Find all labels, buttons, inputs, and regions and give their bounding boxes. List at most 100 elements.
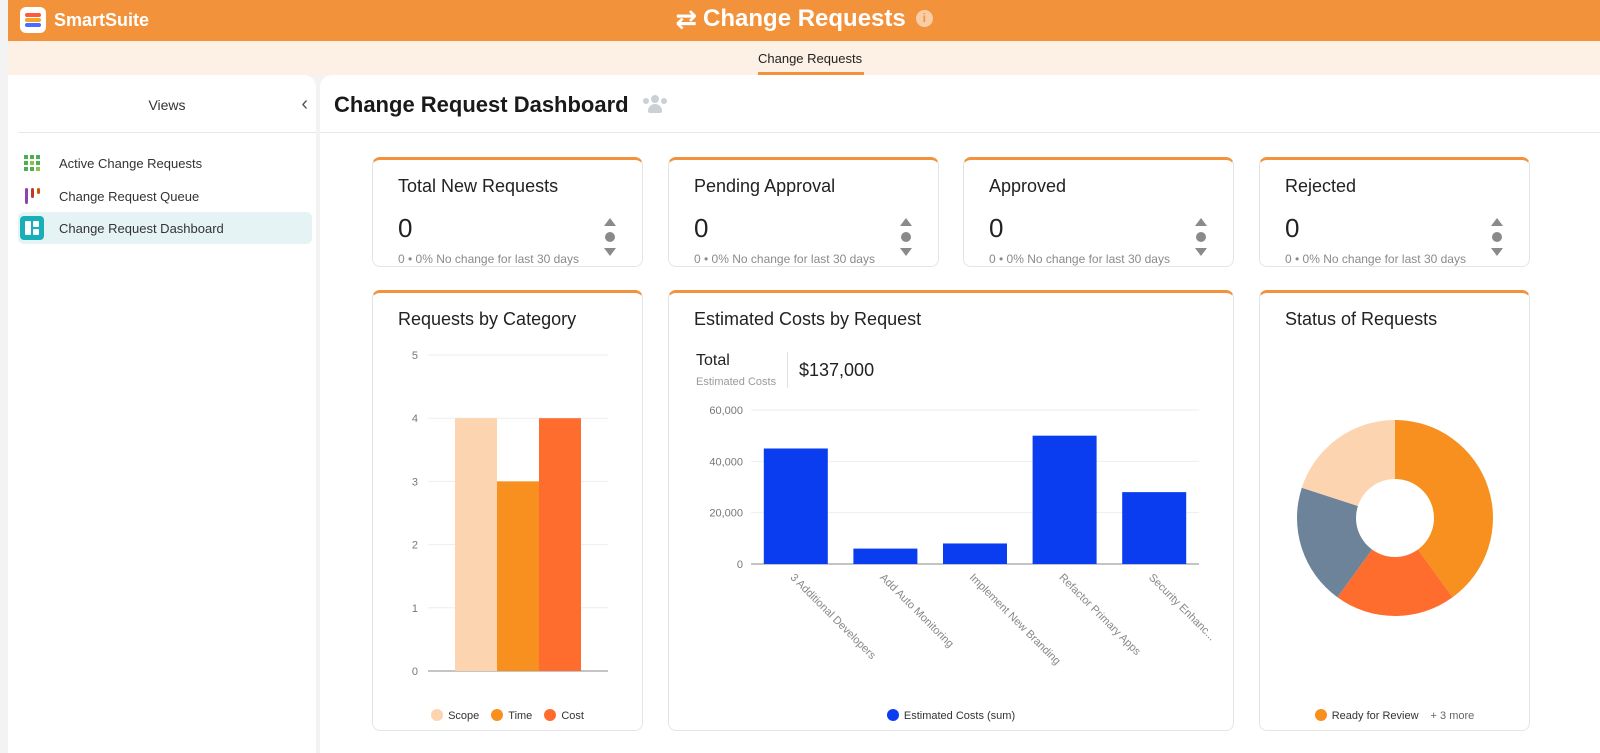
y-tick-label: 1 — [412, 603, 418, 615]
donut-slice — [1395, 420, 1493, 598]
app-title-wrap: ⇄ Change Requests i — [8, 4, 1600, 35]
stat-card-title: Rejected — [1285, 176, 1357, 196]
sidebar-item-label: Change Request Dashboard — [59, 221, 224, 236]
legend-item[interactable]: Ready for Review — [1314, 709, 1419, 722]
chevron-left-icon[interactable]: ‹ — [301, 93, 308, 115]
solution-tab-bar: Change Requests — [8, 41, 1600, 75]
y-tick-label: 40,000 — [709, 456, 743, 468]
total-label: Total — [696, 352, 730, 369]
y-tick-label: 4 — [412, 413, 418, 425]
stat-card-value: 0 — [398, 213, 413, 243]
x-tick-label: 3 Additional Developers — [788, 572, 879, 663]
category-bar-chart: 0 1 2 3 4 5 — [412, 350, 608, 678]
sidebar-item-label: Change Request Queue — [59, 189, 200, 204]
y-tick-label: 60,000 — [709, 405, 743, 417]
legend-swatch — [431, 709, 444, 721]
bar-scope — [455, 418, 497, 671]
total-sublabel: Estimated Costs — [696, 376, 777, 388]
views-sidebar: Views ‹ Active Change Requests Change Re… — [8, 75, 316, 753]
stat-card-change: 0 • 0% No change for last 30 days — [694, 252, 875, 266]
chart-title: Status of Requests — [1285, 309, 1438, 329]
sidebar-item-label: Active Change Requests — [59, 156, 203, 171]
legend-more-button[interactable]: + 3 more — [1430, 710, 1475, 722]
dashboard-header: Change Request Dashboard — [320, 75, 1600, 133]
cost-bar — [1122, 492, 1187, 564]
cost-bar — [853, 548, 918, 564]
y-tick-label: 2 — [412, 540, 418, 552]
smartsuite-logo-icon[interactable] — [20, 7, 46, 33]
chart-title: Requests by Category — [398, 309, 577, 329]
kanban-view-icon — [24, 188, 40, 204]
info-icon[interactable]: i — [915, 10, 933, 27]
legend-swatch — [1314, 709, 1327, 721]
people-icon[interactable] — [643, 95, 667, 113]
legend-item[interactable]: Time — [491, 709, 532, 722]
donut-slice — [1301, 420, 1395, 506]
y-tick-label: 5 — [412, 350, 418, 362]
stat-card-approved[interactable]: Approved 0 0 • 0% No change for last 30 … — [963, 157, 1234, 267]
legend-label: Estimated Costs (sum) — [903, 710, 1016, 722]
status-donut-chart — [1297, 420, 1493, 616]
app-header: SmartSuite ⇄ Change Requests i — [8, 0, 1600, 41]
legend-item[interactable]: Estimated Costs (sum) — [886, 709, 1016, 722]
stat-card-pending-approval[interactable]: Pending Approval 0 0 • 0% No change for … — [668, 157, 939, 267]
cost-bar — [1032, 435, 1097, 564]
x-tick-label: Refactor Primary Apps — [1056, 572, 1143, 659]
legend-item[interactable]: Scope — [431, 709, 479, 722]
sidebar-title: Views — [148, 97, 186, 113]
x-tick-label: Security Enhanc... — [1146, 572, 1218, 644]
chart-card-status-of-requests[interactable]: Status of Requests Ready for Review + 3 m… — [1259, 290, 1530, 731]
chart-legend: Scope Time Cost — [373, 709, 642, 722]
legend-label: Ready for Review — [1331, 710, 1419, 722]
chart-legend: Estimated Costs (sum) — [669, 709, 1233, 722]
legend-item[interactable]: Cost — [544, 709, 584, 722]
stat-card-title: Approved — [989, 176, 1067, 196]
y-tick-label: 3 — [412, 476, 418, 488]
y-tick-label: 20,000 — [709, 508, 743, 520]
stat-card-value: 0 — [1285, 213, 1300, 243]
legend-swatch — [886, 709, 899, 721]
donut-slice — [1337, 549, 1453, 616]
stat-card-title: Total New Requests — [398, 176, 559, 196]
sidebar-item-active-change-requests[interactable]: Active Change Requests — [18, 147, 312, 179]
stat-card-change: 0 • 0% No change for last 30 days — [989, 252, 1170, 266]
donut-slice — [1297, 487, 1373, 598]
stat-card-total-new-requests[interactable]: Total New Requests 0 0 • 0% No change fo… — [372, 157, 643, 267]
sidebar-item-change-request-queue[interactable]: Change Request Queue — [18, 180, 312, 212]
y-tick-label: 0 — [737, 559, 743, 571]
grid-view-icon — [24, 155, 40, 171]
stat-card-value: 0 — [694, 213, 709, 243]
trend-stepper-icon — [604, 218, 616, 260]
chart-title: Estimated Costs by Request — [694, 309, 922, 329]
chart-card-requests-by-category[interactable]: Requests by Category 0 1 2 3 4 5 Scope Time Cos… — [372, 290, 643, 731]
legend-swatch — [544, 709, 557, 721]
dashboard-main: Change Request Dashboard Total New Reque… — [320, 75, 1600, 753]
cost-bar — [763, 448, 828, 564]
app-title: Change Requests — [703, 5, 906, 32]
brand-name: SmartSuite — [54, 10, 150, 30]
trend-stepper-icon — [1195, 218, 1207, 260]
total-value: $137,000 — [799, 360, 875, 380]
chart-card-estimated-costs[interactable]: Estimated Costs by Request Total Estimat… — [668, 290, 1234, 731]
stat-card-rejected[interactable]: Rejected 0 0 • 0% No change for last 30 … — [1259, 157, 1530, 267]
legend-label: Scope — [448, 710, 480, 722]
sidebar-item-change-request-dashboard[interactable]: Change Request Dashboard — [18, 212, 312, 244]
legend-label: Time — [508, 710, 533, 722]
tab-change-requests[interactable]: Change Requests — [758, 51, 863, 66]
bar-cost — [539, 418, 581, 671]
stat-card-change: 0 • 0% No change for last 30 days — [1285, 252, 1466, 266]
swap-arrows-icon: ⇄ — [675, 4, 698, 34]
x-tick-label: Implement New Branding — [967, 572, 1063, 668]
sidebar-header: Views ‹ — [18, 75, 316, 133]
active-tab-indicator — [758, 72, 864, 75]
chart-legend: Ready for Review + 3 more — [1260, 709, 1529, 722]
dashboard-view-icon — [20, 216, 44, 240]
cost-bar — [943, 543, 1007, 564]
legend-swatch — [491, 709, 504, 721]
stat-card-title: Pending Approval — [694, 176, 836, 196]
legend-label: Cost — [561, 710, 584, 722]
trend-stepper-icon — [1491, 218, 1503, 260]
y-tick-label: 0 — [412, 666, 418, 678]
trend-stepper-icon — [900, 218, 912, 260]
cost-bar-chart: 0 20,000 40,000 60,000 3 Additional Develope… — [709, 405, 1218, 668]
